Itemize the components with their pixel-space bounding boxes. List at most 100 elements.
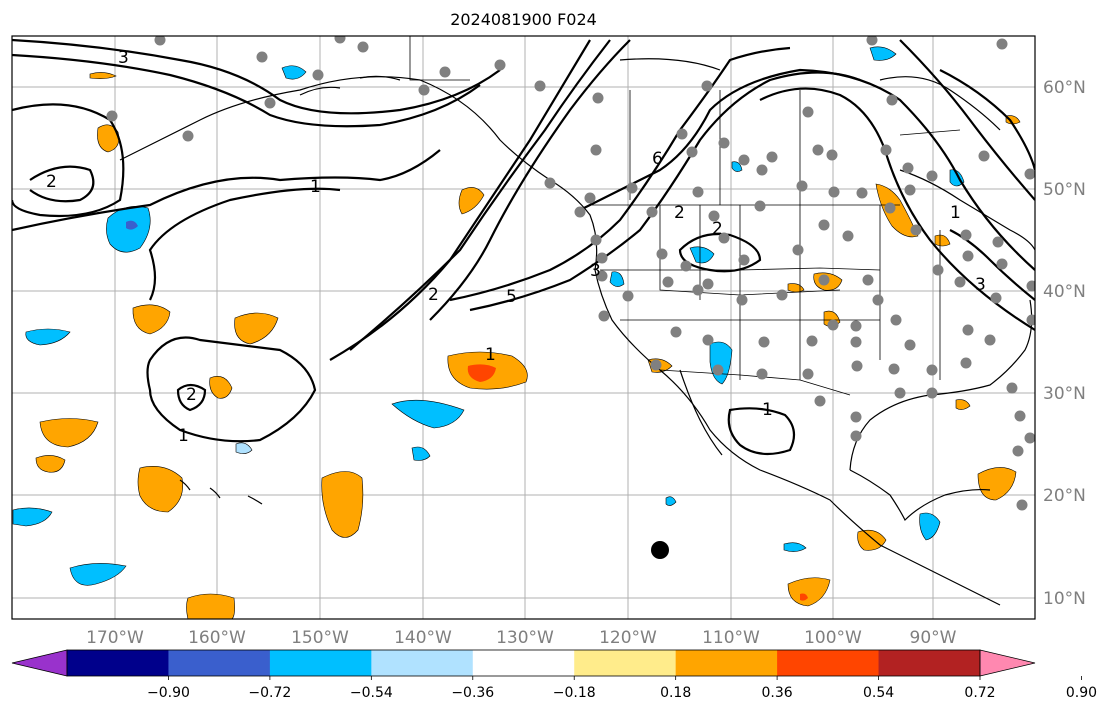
colorbar-segment (777, 650, 880, 676)
shade-orange (132, 304, 171, 335)
station-dot (646, 206, 658, 218)
contour-label: 1 (485, 345, 496, 365)
station-dot (692, 284, 704, 296)
station-dot (439, 66, 451, 78)
station-dot (702, 278, 714, 290)
colorbar-tick-label: −0.54 (350, 685, 393, 701)
station-dot (962, 250, 974, 262)
station-dot (812, 144, 824, 156)
shade-orange (89, 72, 117, 79)
shade-orange (35, 455, 66, 473)
station-dot (802, 368, 814, 380)
anomaly-shading (12, 46, 1021, 619)
latitude-labels: 60°N 50°N 40°N 30°N 20°N 10°N (1043, 78, 1086, 609)
shade-orange (977, 467, 1017, 501)
shade-blue (126, 220, 138, 230)
contour-label-group: 3 1 2 1 2 1 2 5 1 6 2 2 3 3 1 (46, 48, 986, 446)
colorbar-segment (574, 650, 677, 676)
station-dot (1026, 314, 1035, 326)
station-dot (904, 184, 916, 196)
station-dot (802, 106, 814, 118)
shade-blue (609, 271, 625, 287)
station-dot (312, 69, 324, 81)
station-dot (926, 170, 938, 182)
contour-label: 2 (186, 385, 197, 405)
shade-blue (731, 161, 743, 172)
shade-orange (467, 364, 496, 382)
station-dot (754, 200, 766, 212)
station-markers (106, 36, 1035, 511)
shade-orange (875, 183, 919, 238)
station-dot (926, 387, 938, 399)
shade-blue (783, 542, 807, 552)
colorbar-tick-label: −0.18 (553, 685, 596, 701)
station-dot (154, 36, 166, 46)
station-dot (1024, 432, 1035, 444)
shade-orange (934, 234, 951, 247)
station-dot (182, 130, 194, 142)
contour-label: 1 (950, 203, 961, 223)
contour-label: 2 (46, 172, 57, 192)
station-dot (656, 248, 668, 260)
map-area (12, 36, 1035, 619)
contour-lines (12, 38, 1035, 456)
station-dot (766, 151, 778, 163)
contour-label: 2 (428, 285, 439, 305)
station-dot (598, 310, 610, 322)
station-dot (932, 264, 944, 276)
station-dot (662, 276, 674, 288)
latitude-tick-label: 10°N (1043, 589, 1086, 609)
station-dot (886, 94, 898, 106)
station-dot (676, 128, 688, 140)
station-dot (650, 359, 662, 371)
station-dot (718, 232, 730, 244)
latitude-tick-label: 60°N (1043, 78, 1086, 98)
shade-orange (321, 471, 364, 538)
station-dot (827, 319, 839, 331)
station-dot (851, 360, 863, 372)
latitude-tick-label: 20°N (1043, 486, 1086, 506)
longitude-tick-label: 170°W (86, 628, 144, 648)
colorbar-tick-label: −0.90 (147, 685, 190, 701)
storm-center-marker (651, 541, 669, 559)
longitude-labels: 170°W 160°W 150°W 140°W 130°W 120°W 110°W 100°W… (86, 628, 957, 648)
station-dot (701, 80, 713, 92)
colorbar-right-extension (979, 649, 1036, 677)
station-dot (828, 186, 840, 198)
station-dot (680, 260, 692, 272)
station-dot (686, 146, 698, 158)
station-dot (702, 334, 714, 346)
station-dot (990, 292, 1002, 304)
shade-orange (186, 593, 235, 619)
colorbar-tick-label: 0.36 (762, 685, 793, 701)
station-dot (842, 230, 854, 242)
shade-orange (209, 376, 233, 399)
station-dot (596, 252, 608, 264)
station-dot (494, 59, 506, 71)
station-dot (544, 177, 556, 189)
station-dot (962, 324, 974, 336)
station-dot (574, 206, 586, 218)
longitude-tick-label: 100°W (804, 628, 862, 648)
station-dot (818, 219, 830, 231)
colorbar: −0.90 −0.72 −0.54 −0.36 −0.18 0.18 0.36 0.54 0.7… (11, 649, 1097, 701)
shade-blue (25, 328, 71, 346)
station-dot (818, 274, 830, 286)
contour-label: 3 (590, 261, 601, 281)
station-dot (996, 258, 1008, 270)
station-dot (792, 244, 804, 256)
station-dot (584, 192, 596, 204)
colorbar-segment (472, 650, 575, 676)
station-dot (1016, 499, 1028, 511)
shade-orange (857, 529, 887, 551)
station-dot (814, 395, 826, 407)
station-dot (926, 364, 938, 376)
shade-blue (665, 496, 677, 506)
contour-label: 6 (652, 149, 663, 169)
station-dot (626, 182, 638, 194)
shade-blue (69, 563, 127, 586)
station-dot (756, 164, 768, 176)
station-dot (590, 234, 602, 246)
station-dot (902, 162, 914, 174)
